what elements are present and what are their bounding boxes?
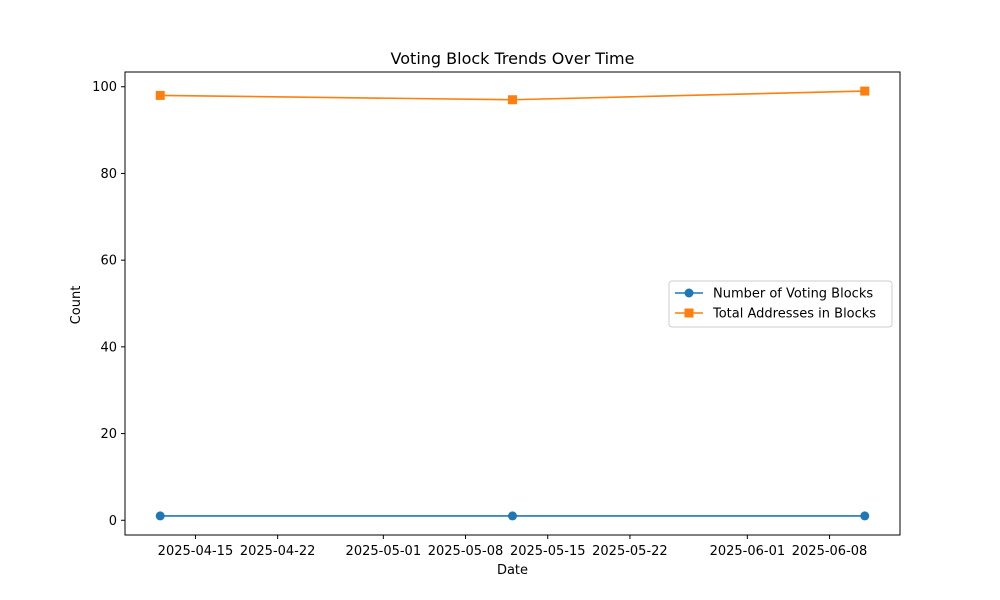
y-tick-label: 80 (100, 167, 117, 182)
legend-marker (684, 308, 694, 318)
legend-box (668, 280, 893, 328)
y-tick-label: 0 (109, 514, 117, 529)
x-tick-label: 2025-06-08 (792, 544, 868, 559)
x-tick-label: 2025-05-22 (592, 544, 668, 559)
data-point (860, 511, 870, 521)
data-point (508, 511, 517, 521)
data-point (155, 511, 165, 521)
data-point (508, 95, 517, 105)
legend-label: Number of Voting Blocks (713, 287, 873, 302)
x-tick-label: 2025-06-01 (710, 544, 786, 559)
y-tick-label: 60 (100, 254, 117, 269)
x-axis-label: Date (497, 563, 528, 578)
y-tick-label: 40 (100, 340, 117, 355)
plot-area: 0 20 40 60 80 100 2025-04-15 2025-04-22 2025-05-… (92, 80, 870, 559)
legend-label: Total Addresses in Blocks (712, 307, 876, 322)
y-axis-label: Count (69, 286, 84, 325)
chart-title: Voting Block Trends Over Time (391, 49, 635, 68)
y-tick-label: 20 (100, 427, 117, 442)
y-tick-label: 100 (92, 80, 117, 95)
x-tick-label: 2025-04-15 (158, 544, 234, 559)
x-tick-label: 2025-05-01 (346, 544, 422, 559)
legend-marker (684, 288, 694, 298)
data-point (155, 90, 165, 100)
plot-frame (124, 71, 901, 536)
x-tick-label: 2025-05-08 (428, 544, 504, 559)
legend: Number of Voting Blocks Total Addresses i… (668, 280, 893, 328)
x-tick-label: 2025-04-22 (240, 544, 316, 559)
data-point (860, 86, 870, 96)
x-tick-label: 2025-05-15 (510, 544, 586, 559)
